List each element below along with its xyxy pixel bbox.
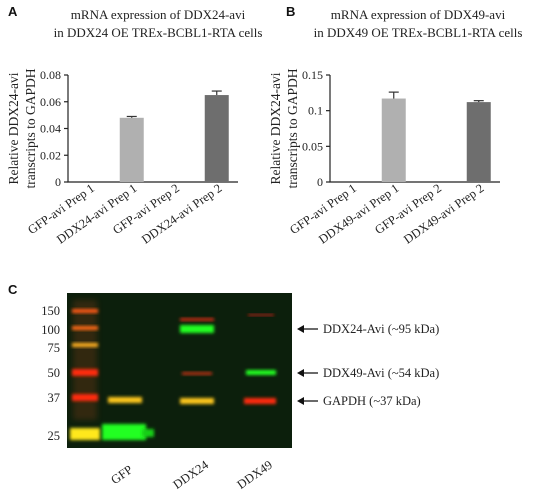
chart-a-category-label: DDX24-avi Prep 2: [139, 181, 224, 247]
ddx24-gapdh-band: [180, 398, 214, 404]
gfp-green-band: [102, 424, 146, 440]
chart-b-subtitle: in DDX49 OE TREx-BCBL1-RTA cells: [314, 25, 523, 40]
arrow-ddx24-head: [297, 325, 304, 333]
mw-label-150: 150: [41, 304, 60, 318]
gfp-green-tail: [142, 429, 154, 437]
chart-b: mRNA expression of DDX49-avi in DDX49 OE…: [268, 7, 522, 247]
ddx49-faint-band-top: [248, 314, 274, 316]
annotation-gapdh-text: GAPDH (~37 kDa): [323, 394, 421, 408]
ddx49-gapdh-band: [244, 398, 276, 404]
chart-a-bar: [119, 117, 144, 182]
chart-a-ylabel-line-2: transcripts to GAPDH: [23, 68, 38, 188]
chart-a-bar: [204, 95, 229, 182]
chart-b-ylabel-line-2: transcripts to GAPDH: [285, 68, 300, 188]
mw-label-50: 50: [48, 366, 61, 380]
annotation-ddx49-text: DDX49-Avi (~54 kDa): [323, 366, 439, 380]
ladder-lane: [70, 300, 100, 440]
gfp-gapdh-band: [108, 397, 142, 403]
ladder-band-37: [72, 394, 98, 401]
lane-ddx24: [180, 318, 214, 404]
lane-gfp: [102, 397, 154, 440]
western-blot: 150 100 75 50 37 25 GFP DDX24 DDX49 DDX2…: [41, 293, 439, 491]
lane-label-ddx49: DDX49: [234, 458, 274, 491]
ladder-band-100: [72, 326, 98, 330]
panel-letter-a: A: [8, 4, 18, 19]
lane-ddx49: [244, 314, 276, 404]
arrow-ddx49-head: [297, 369, 304, 377]
ladder-band-150: [72, 309, 98, 313]
ddx24-faint-band-top: [180, 318, 214, 321]
chart-b-ytick-label: 0.05: [302, 139, 323, 153]
chart-b-ytick-label: 0.1: [308, 104, 323, 118]
arrow-gapdh-head: [297, 397, 304, 405]
chart-a-ytick-label: 0.08: [40, 68, 61, 82]
chart-a-ylabel-line-1: Relative DDX24-avi: [6, 72, 21, 184]
chart-b-ytick-label: 0.15: [302, 68, 323, 82]
lane-label-ddx24: DDX24: [170, 457, 211, 491]
chart-a-ytick-label: 0.06: [40, 95, 61, 109]
annotation-gapdh: GAPDH (~37 kDa): [297, 394, 421, 408]
ladder-smear: [73, 300, 97, 420]
chart-a-title: mRNA expression of DDX24-avi: [71, 7, 246, 22]
ladder-band-25: [70, 428, 100, 440]
chart-a: mRNA expression of DDX24-avi in DDX24 OE…: [6, 7, 262, 247]
mw-label-25: 25: [48, 429, 61, 443]
mw-label-100: 100: [41, 323, 60, 337]
chart-b-ytick-label: 0: [317, 175, 323, 189]
ddx24-faint-band-mid: [182, 372, 212, 375]
chart-a-ytick-label: 0.04: [40, 122, 61, 136]
ladder-band-50: [72, 369, 98, 376]
mw-label-37: 37: [48, 391, 61, 405]
panel-letter-b: B: [286, 4, 295, 19]
chart-b-category-label: DDX49-avi Prep 2: [401, 181, 486, 247]
chart-b-bar: [381, 98, 406, 182]
ddx49-avi-band: [246, 370, 276, 375]
ladder-band-75: [72, 343, 98, 347]
lane-label-gfp: GFP: [108, 462, 135, 487]
chart-b-ylabel-line-1: Relative DDX24-avi: [268, 72, 283, 184]
chart-a-ytick-label: 0: [55, 175, 61, 189]
annotation-ddx49: DDX49-Avi (~54 kDa): [297, 366, 439, 380]
chart-a-subtitle: in DDX24 OE TREx-BCBL1-RTA cells: [54, 25, 263, 40]
mw-label-75: 75: [48, 341, 61, 355]
ddx24-avi-band: [180, 325, 214, 333]
annotation-ddx24: DDX24-Avi (~95 kDa): [297, 322, 439, 336]
panel-letter-c: C: [8, 282, 18, 297]
chart-b-bar: [466, 102, 491, 182]
chart-a-ytick-label: 0.02: [40, 148, 61, 162]
annotation-ddx24-text: DDX24-Avi (~95 kDa): [323, 322, 439, 336]
chart-b-title: mRNA expression of DDX49-avi: [331, 7, 506, 22]
